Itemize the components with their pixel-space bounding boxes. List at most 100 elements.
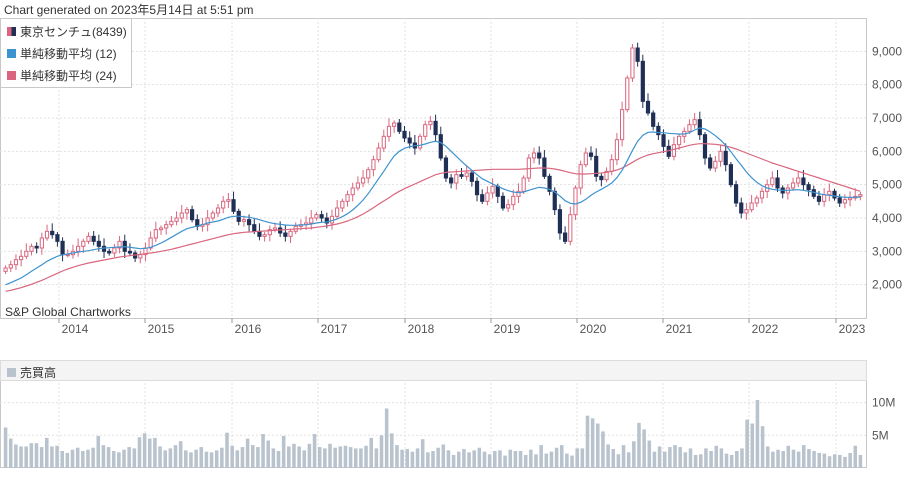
candle-body <box>288 230 293 237</box>
volume-bar <box>709 451 713 468</box>
volume-bar <box>776 449 780 468</box>
candle-body <box>474 180 480 196</box>
volume-bar <box>693 454 698 468</box>
candle-body <box>635 47 640 62</box>
line-legend-icon <box>7 71 16 80</box>
volume-axis: 5M 10M <box>872 396 895 443</box>
candle-body <box>101 245 107 252</box>
volume-tick-label: 10M <box>872 396 895 410</box>
candle-body <box>542 157 547 177</box>
volume-bar <box>271 448 276 468</box>
plot-frame <box>0 18 867 319</box>
x-axis: 2014 2015 2016 2017 2018 2019 2020 2021 2022 2023 <box>58 318 866 336</box>
volume-bar <box>529 449 533 468</box>
x-tick-label: 2014 <box>62 322 89 336</box>
legend-item-ma24[interactable]: 単純移動平均 (24) <box>7 67 117 84</box>
candle-body <box>148 237 153 249</box>
volume-bar <box>750 423 755 468</box>
candle-body <box>438 134 443 159</box>
volume-bar <box>199 447 204 468</box>
volume-bar <box>230 445 234 468</box>
candle-body <box>578 164 583 189</box>
candle-body <box>360 177 366 184</box>
volume-bar <box>163 450 167 468</box>
candle-body <box>241 219 247 222</box>
candle-body <box>583 152 588 166</box>
volume-bar <box>29 443 34 468</box>
candle-body <box>402 130 407 139</box>
candle-body <box>324 217 329 224</box>
volume-bar <box>359 448 363 468</box>
candle-body <box>376 147 381 161</box>
candle-body <box>506 204 511 209</box>
candle-body <box>485 192 490 202</box>
volume-bar <box>137 437 142 468</box>
volume-bar <box>637 422 641 468</box>
volume-bar <box>390 433 394 468</box>
volume-bar <box>632 441 636 468</box>
candle-body <box>335 207 340 217</box>
volume-bar <box>621 445 626 468</box>
candle-body <box>739 202 744 214</box>
volume-tick-label: 5M <box>872 428 889 442</box>
legend-item-price[interactable]: 東京センチュ(8439) <box>7 23 127 40</box>
candle-body <box>39 237 44 249</box>
y-tick-label: 4,000 <box>872 211 902 225</box>
candle-body <box>733 184 739 204</box>
volume-bar <box>652 451 657 468</box>
candle-body <box>822 194 827 202</box>
candle-body <box>127 250 133 254</box>
volume-bar <box>534 454 538 468</box>
candle-body <box>723 150 728 166</box>
candle-body <box>158 227 164 231</box>
volume-bar <box>225 432 229 468</box>
volume-bar <box>822 453 827 468</box>
candle-body <box>495 185 500 197</box>
volume-bar <box>549 451 554 468</box>
volume-bar <box>755 400 760 468</box>
candle-body <box>262 234 267 237</box>
volume-bar <box>292 443 296 468</box>
candle-body <box>215 207 221 214</box>
candle-body <box>231 199 236 212</box>
candle-body <box>604 170 609 181</box>
volume-bar <box>132 448 137 468</box>
candle-legend-icon <box>7 27 16 36</box>
candle-body <box>117 240 122 249</box>
volume-bar <box>122 449 126 468</box>
legend: 東京センチュ(8439) 単純移動平均 (12) 単純移動平均 (24) <box>0 18 132 88</box>
candle-body <box>511 195 516 206</box>
chart-credit: S&P Global Chartworks <box>5 305 131 319</box>
y-tick-label: 6,000 <box>872 144 902 158</box>
candle-body <box>257 230 262 237</box>
volume-bar <box>91 447 95 468</box>
volume-bar <box>544 453 549 468</box>
volume-bar <box>44 437 49 468</box>
legend-item-ma12[interactable]: 単純移動平均 (12) <box>7 45 117 62</box>
candle-body <box>319 214 324 219</box>
volume-bar <box>297 446 301 468</box>
candle-body <box>329 215 335 224</box>
volume-bar <box>111 451 116 468</box>
volume-bar <box>431 451 435 468</box>
volume-bar <box>117 452 121 468</box>
volume-bar <box>843 456 847 468</box>
volume-bar <box>467 452 471 468</box>
volume-bar <box>626 452 631 468</box>
volume-bar <box>395 445 399 468</box>
candle-body <box>563 232 568 242</box>
volume-bar <box>688 448 693 468</box>
candle-body <box>594 155 599 177</box>
candle-body <box>3 267 8 272</box>
volume-bar <box>668 447 672 468</box>
volume-bar <box>812 451 816 468</box>
candle-body <box>651 112 656 127</box>
volume-bar <box>477 447 482 468</box>
candle-body <box>174 217 179 222</box>
volume-bar <box>585 415 590 468</box>
candle-body <box>708 157 713 169</box>
volume-bar <box>482 451 487 468</box>
volume-bar <box>415 448 420 468</box>
y-tick-label: 8,000 <box>872 78 902 92</box>
candle-body <box>832 190 837 199</box>
